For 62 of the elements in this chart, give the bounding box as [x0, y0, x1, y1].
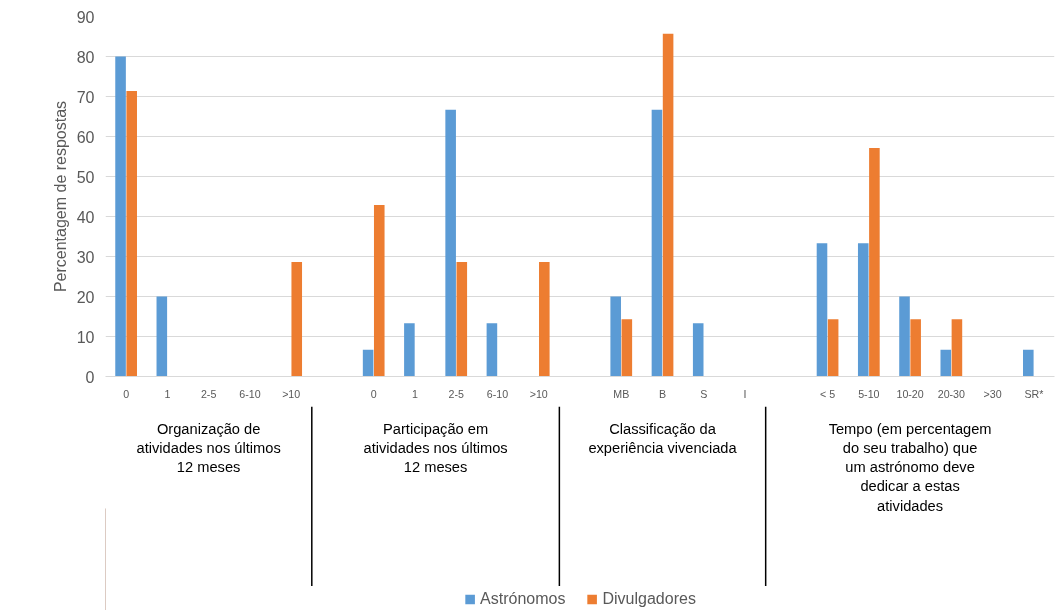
x-tick-label: MB: [613, 387, 630, 400]
bar: [816, 243, 828, 377]
x-tick-label: SR*: [1024, 387, 1044, 400]
x-tick-label: 2-5: [448, 387, 464, 400]
text: Organização de atividades nos últimos 12 meses: [136, 420, 281, 476]
bar: [373, 204, 385, 377]
bar: [156, 296, 168, 377]
y-tick-label: 0: [85, 368, 95, 386]
y-tick-label: 50: [76, 168, 95, 186]
bar: [869, 148, 880, 377]
bar: [1023, 349, 1034, 377]
bar: [662, 33, 674, 377]
text: Participação em atividades nos últimos 12 meses: [363, 420, 508, 476]
bar: [115, 56, 126, 377]
bar: [610, 296, 621, 377]
y-tick-label: 10: [76, 328, 95, 346]
y-tick-label: 20: [76, 288, 95, 306]
x-tick-label: 0: [370, 387, 377, 400]
x-tick-label: < 5: [820, 387, 836, 400]
legend-label: Divulgadores: [602, 590, 696, 608]
x-tick-label: 20-30: [937, 387, 966, 400]
y-tick-label: 30: [76, 248, 95, 266]
y-tick-label: 70: [76, 88, 95, 106]
x-tick-label: 5-10: [858, 387, 880, 400]
y-tick-label: 60: [76, 128, 95, 146]
x-tick-label: I: [743, 387, 747, 400]
bar: [857, 243, 869, 377]
bar: [126, 90, 137, 377]
bar: [951, 319, 963, 377]
y-tick-label: 40: [76, 208, 95, 226]
bar: [456, 262, 468, 377]
x-tick-label: S: [700, 387, 708, 400]
bar: [621, 319, 633, 377]
bar: [445, 109, 456, 377]
bar: [291, 262, 303, 377]
x-tick-label: 1: [164, 387, 171, 400]
bar: [362, 349, 374, 377]
x-tick-label: 10-20: [896, 387, 924, 400]
x-tick-label: 0: [123, 387, 130, 400]
x-tick-label: 6-10: [486, 387, 509, 400]
bar: [539, 262, 550, 377]
legend-label: Astrónomos: [480, 590, 566, 608]
x-tick-label: >10: [282, 387, 301, 400]
x-tick-label: 6-10: [239, 387, 261, 400]
y-axis-title: Percentagem de respostas: [51, 100, 69, 293]
x-tick-label: 1: [411, 387, 418, 400]
bar: [940, 349, 952, 377]
bar: [404, 323, 415, 377]
x-tick-label: >30: [983, 387, 1002, 400]
bar: [651, 109, 663, 377]
x-tick-label: B: [658, 387, 667, 400]
y-tick-label: 80: [76, 48, 95, 66]
text: Tempo (em percentagem do seu trabalho) que um astrónomo deve dedicar a estas atividades: [828, 420, 992, 514]
bar: [692, 323, 704, 377]
bar: [910, 319, 921, 377]
y-tick-label: 90: [76, 8, 95, 26]
bar: [827, 319, 839, 377]
x-tick-label: >10: [529, 387, 548, 400]
text: Classificação da experiência vivenciada: [588, 420, 738, 456]
bar: [486, 323, 498, 377]
x-tick-label: 2-5: [200, 387, 217, 400]
bar: [899, 296, 910, 377]
